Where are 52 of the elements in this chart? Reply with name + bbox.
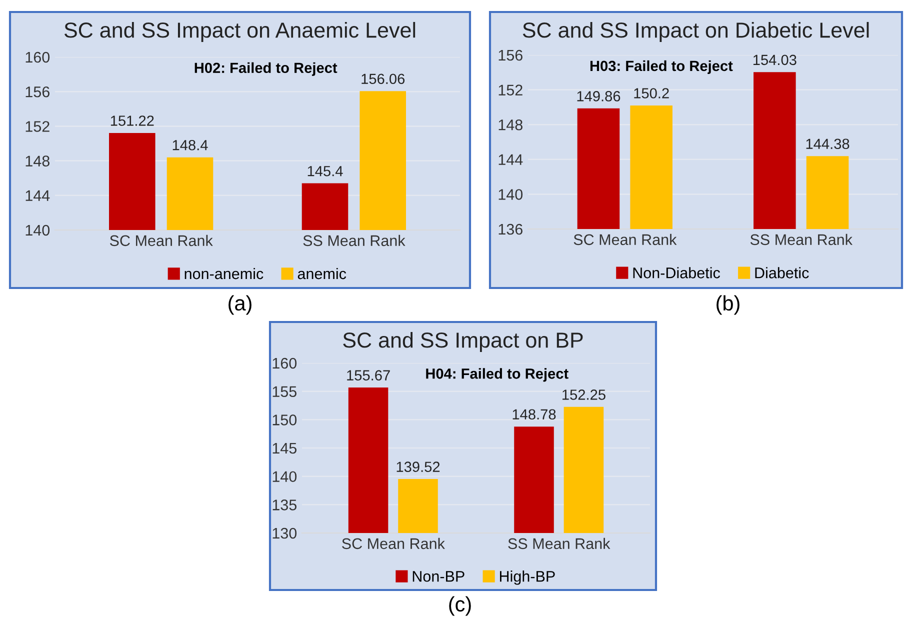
text: (b) [716,295,740,315]
data-label: 155.67 [347,370,390,380]
y-tick-label: 145 [272,443,296,454]
y-tick-label: 156 [498,50,522,61]
annotation: H04: Failed to Reject [426,368,568,382]
legend-label: anemic [298,268,346,280]
chart-title: SC and SS Impact on Anaemic Level [64,22,416,42]
y-tick-label: 144 [498,154,523,165]
y-tick-label: 148 [26,156,50,166]
y-tick-label: 148 [498,119,522,130]
x-tick-label: SS Mean Rank [303,234,406,246]
annotation: H02: Failed to Reject [194,62,338,76]
text: (c) [449,596,471,616]
y-tick-label: 160 [26,52,50,63]
data-label: 154.03 [753,54,796,66]
legend-label: High-BP [500,570,555,585]
data-label: 149.86 [577,91,620,102]
y-tick-label: 140 [498,189,523,200]
x-tick-label: SC Mean Rank [342,538,445,550]
y-tick-label: 150 [272,414,297,426]
y-tick-label: 140 [26,224,50,236]
legend-label: non-anemic [184,268,264,280]
data-label: 152.25 [562,390,606,400]
y-tick-label: 152 [498,84,522,96]
data-label: 144.38 [806,138,850,150]
y-tick-label: 152 [26,121,50,132]
data-label: 150.2 [634,88,669,98]
y-tick-label: 130 [272,528,297,539]
chart-title: SC and SS Impact on Diabetic Level [522,22,869,42]
x-tick-label: SS Mean Rank [750,234,852,246]
y-tick-label: 156 [26,86,50,98]
data-label: 145.4 [308,166,343,176]
annotation: H03: Failed to Reject [590,60,733,74]
y-tick-label: 160 [272,358,297,369]
x-tick-label: SC Mean Rank [110,234,213,246]
data-label: 151.22 [110,116,154,126]
y-tick-label: 155 [272,386,296,398]
y-tick-label: 144 [26,190,50,201]
legend-label: Non-BP [412,571,464,582]
chart-title: SC and SS Impact on BP [343,332,583,352]
y-tick-label: 135 [272,500,296,510]
y-tick-label: 140 [272,471,297,482]
text: (a) [228,295,252,315]
y-tick-label: 136 [498,224,522,235]
legend-label: Non-Diabetic [633,267,720,278]
data-label: 148.4 [172,140,208,150]
legend-label: Diabetic [755,267,809,278]
x-tick-label: SC Mean Rank [574,234,677,246]
data-label: 156.06 [362,74,405,84]
data-label: 139.52 [396,462,440,472]
data-label: 148.78 [512,409,556,420]
x-tick-label: SS Mean Rank [508,538,610,550]
